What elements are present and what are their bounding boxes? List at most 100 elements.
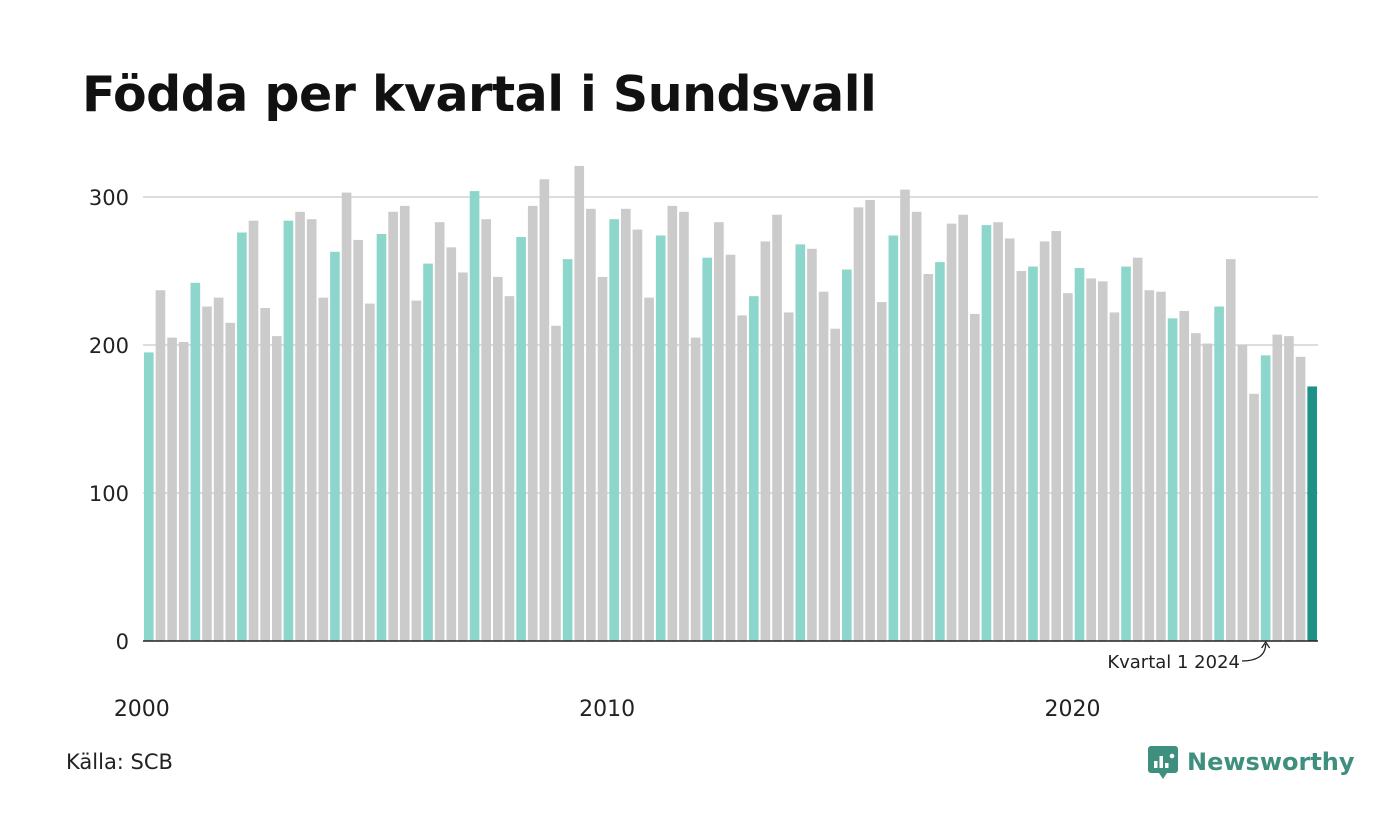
bar — [586, 208, 596, 641]
bar — [213, 297, 224, 641]
bar — [1109, 312, 1120, 641]
bar — [144, 352, 154, 641]
bar — [655, 235, 666, 642]
x-axis-ticks: 2000 2010 2020 — [114, 697, 1101, 722]
bar-chart: 0 100 200 300 2000 2010 2020 Kvartal 1 2024 — [89, 165, 1318, 722]
y-tick-label: 0 — [116, 630, 129, 654]
bar — [1191, 333, 1201, 641]
x-tick-label: 2000 — [114, 697, 170, 722]
bar — [306, 219, 317, 641]
bar — [353, 239, 364, 642]
bar — [876, 302, 887, 641]
bar — [981, 225, 992, 641]
bar — [842, 269, 852, 641]
bar — [935, 262, 945, 641]
bar — [1028, 266, 1038, 641]
x-tick-label: 2010 — [579, 697, 635, 722]
bar — [1284, 336, 1294, 641]
bars — [144, 165, 1317, 642]
bar — [1249, 393, 1259, 641]
bar — [830, 328, 841, 641]
bar — [911, 211, 922, 642]
bar — [539, 179, 550, 642]
bar — [795, 244, 806, 642]
bar — [1039, 241, 1050, 641]
bar — [632, 229, 643, 641]
bar — [1272, 334, 1283, 641]
bar — [737, 315, 747, 641]
bar — [1144, 290, 1155, 641]
bar — [458, 272, 468, 641]
bar — [562, 259, 573, 641]
chart-title: Födda per kvartal i Sundsvall — [82, 66, 877, 123]
bar — [399, 205, 410, 641]
bar — [237, 232, 247, 641]
bar — [481, 219, 492, 641]
y-tick-label: 100 — [89, 482, 129, 506]
bar — [1260, 355, 1271, 641]
bar — [900, 189, 910, 641]
bar — [271, 336, 282, 641]
bar — [690, 337, 701, 641]
bar — [365, 303, 375, 641]
bar — [888, 235, 899, 642]
y-tick-label: 200 — [89, 334, 129, 358]
bar — [1086, 278, 1096, 641]
bar — [434, 222, 445, 641]
bar — [225, 322, 236, 641]
bar — [516, 236, 526, 641]
bar — [946, 223, 957, 641]
y-tick-label: 300 — [89, 186, 129, 210]
bar — [597, 276, 608, 641]
bar — [865, 199, 875, 641]
bar — [923, 273, 934, 641]
bar — [469, 191, 480, 641]
bar — [1132, 257, 1143, 641]
bar — [1063, 293, 1073, 641]
bar — [504, 296, 515, 641]
bar — [190, 282, 201, 641]
bar — [330, 251, 340, 641]
bar — [1097, 281, 1108, 641]
bar — [341, 192, 352, 641]
bar — [748, 296, 759, 641]
source-label: Källa: SCB — [66, 750, 173, 774]
bar — [958, 214, 968, 641]
newsworthy-logo-icon — [1148, 746, 1178, 779]
bar — [493, 276, 503, 641]
bar — [295, 211, 305, 642]
brand-logo: Newsworthy — [1147, 744, 1355, 780]
bar — [1307, 386, 1317, 641]
bar — [167, 337, 177, 641]
bar — [1295, 356, 1306, 641]
bar — [725, 254, 736, 641]
bar — [644, 297, 654, 641]
bar — [853, 207, 864, 642]
bar — [411, 300, 422, 641]
bar — [702, 257, 713, 641]
bar — [260, 308, 270, 641]
brand-name: Newsworthy — [1187, 748, 1355, 776]
bar — [667, 205, 678, 641]
bar — [1237, 345, 1248, 641]
bar — [1121, 266, 1131, 641]
bar — [388, 211, 398, 642]
bar — [1016, 271, 1027, 641]
bar — [679, 211, 689, 642]
bar — [772, 214, 782, 641]
bar — [178, 342, 189, 641]
bar — [760, 241, 771, 641]
bar — [609, 219, 619, 641]
bar — [1214, 306, 1224, 641]
y-axis-ticks: 0 100 200 300 — [89, 186, 129, 654]
bar — [574, 165, 585, 642]
bar — [1225, 259, 1236, 641]
annotation-label: Kvartal 1 2024 — [1107, 652, 1240, 673]
bar — [527, 205, 538, 641]
bar — [423, 263, 433, 641]
bar — [818, 291, 829, 641]
bar — [1167, 318, 1178, 641]
annotation-arrow — [1241, 640, 1271, 662]
bar — [202, 306, 212, 641]
bar — [1051, 231, 1062, 642]
